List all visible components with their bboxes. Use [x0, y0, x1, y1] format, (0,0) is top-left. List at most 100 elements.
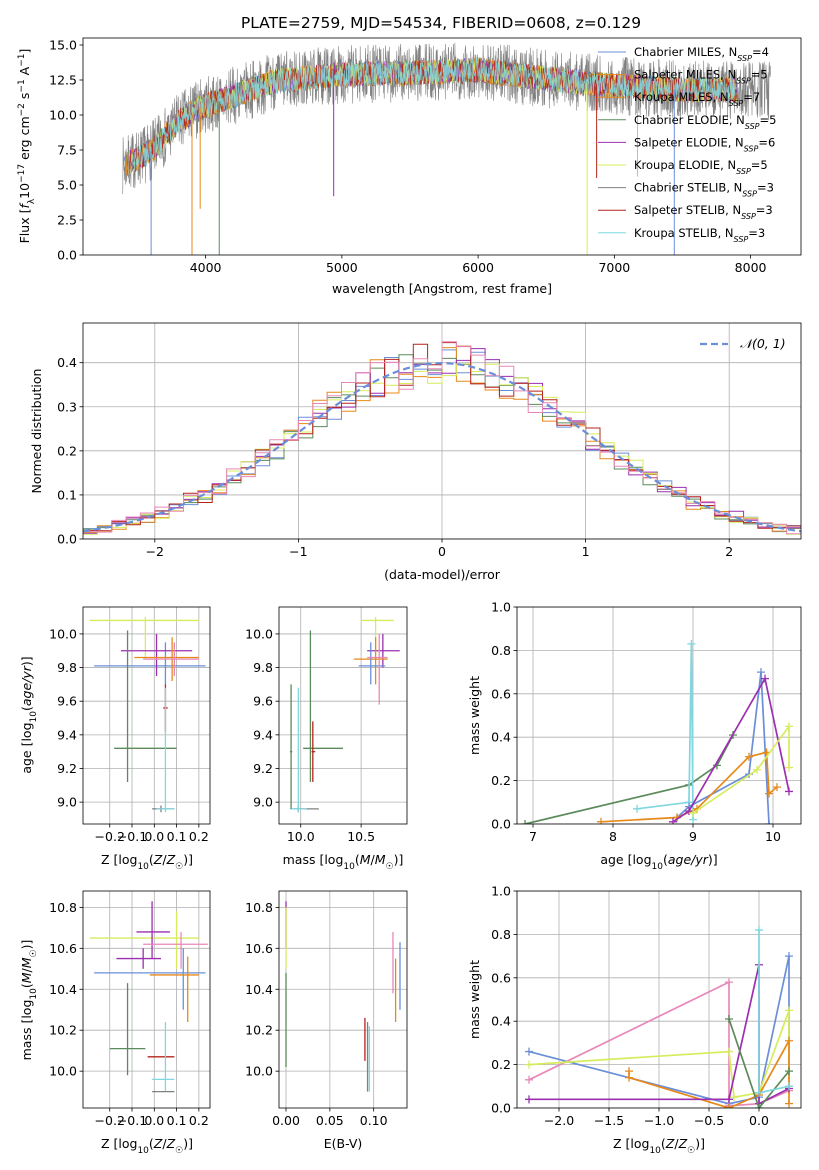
- label-part: )]: [394, 852, 404, 867]
- axes-age_vs_Z: −0.2−0.10.0 0.1 0.2 9.0 9.2 9.4 9.6 9.8 10.0 Z [l…: [19, 606, 211, 872]
- tick-label-y: 7.5: [57, 143, 77, 158]
- label-part: mass [log: [19, 1000, 34, 1061]
- tick-label-y: 10.0: [49, 108, 77, 123]
- tick-label-x: −0.2: [95, 829, 125, 844]
- plot-area: [83, 607, 210, 824]
- tick-label-x: −1: [289, 544, 307, 559]
- label-part: Kroupa STELIB, N: [634, 226, 734, 240]
- weight-marker: [633, 804, 641, 813]
- weight-marker: [765, 820, 773, 824]
- weight-marker: [785, 1006, 793, 1015]
- label-part: age [log: [600, 852, 651, 867]
- label-part: /: [674, 1136, 679, 1151]
- tick-label-x: −1.5: [594, 1113, 624, 1128]
- label-part: f: [17, 203, 32, 209]
- figure-title: PLATE=2759, MJD=54534, FIBERID=0608, z=0…: [241, 14, 641, 32]
- label-part: 10: [29, 988, 39, 1000]
- label-part: 10: [343, 862, 355, 872]
- weight-marker: [755, 1088, 763, 1097]
- tick-label-y: 10.2: [49, 1023, 77, 1038]
- label-part: =5: [751, 68, 768, 82]
- label-part: SSP: [736, 167, 751, 176]
- label-part: =4: [752, 45, 769, 59]
- tick-label-x: −2.0: [544, 1113, 574, 1128]
- label-part: SSP: [729, 99, 744, 108]
- weight-marker: [773, 783, 781, 792]
- tick-label-x: 0.10: [360, 1113, 388, 1128]
- label-part: Kroupa ELODIE, N: [634, 158, 736, 172]
- axes-frame: [278, 606, 408, 825]
- weight-marker: [761, 674, 769, 683]
- tick-label-y: 10.0: [245, 1064, 273, 1079]
- label-part: Z: [153, 852, 163, 867]
- label-part: SSP: [742, 189, 757, 198]
- tick-label-y: 10.0: [49, 626, 77, 641]
- weight-marker: [687, 639, 696, 648]
- label-part: /: [162, 1136, 167, 1151]
- label-part: mass [log: [283, 852, 344, 867]
- label-part: Chabrier ELODIE, N: [634, 113, 745, 127]
- label-part: =5: [760, 113, 777, 127]
- tick-label-y: 0.6: [491, 970, 511, 985]
- tick-label-x: 7: [529, 829, 537, 844]
- label-part: )]: [19, 656, 34, 666]
- label-part: =3: [756, 203, 773, 217]
- histogram-series: [83, 348, 801, 534]
- label-part: λ: [27, 198, 37, 204]
- tick-label-y: 0.2: [491, 773, 511, 788]
- legend-label: Chabrier MILES, NSSP=4: [634, 45, 769, 63]
- label-part: ☉: [687, 1146, 695, 1156]
- tick-label-y: 9.0: [57, 795, 77, 810]
- weight-marker: [725, 1095, 733, 1104]
- tick-label-x: 0.0: [144, 829, 164, 844]
- label-part: Z: [678, 1136, 688, 1151]
- label-part: Z: [665, 1136, 675, 1151]
- tick-label-x: −0.5: [694, 1113, 724, 1128]
- label-part: s: [17, 93, 32, 104]
- tick-label-x: 10.0: [287, 829, 315, 844]
- weight-marker: [725, 1104, 733, 1108]
- weight-marker: [755, 1104, 763, 1108]
- weight-marker: [745, 752, 753, 761]
- plot-area: [122, 42, 772, 255]
- tick-label-x: 10: [765, 829, 781, 844]
- tick-label-y: 0.4: [491, 1014, 511, 1029]
- label-part: ☉: [29, 949, 39, 957]
- tick-label-x: 0.1: [167, 829, 187, 844]
- label-part: ☉: [175, 1146, 183, 1156]
- tick-label-y: 10.0: [49, 1064, 77, 1079]
- axis-label-x: Z [log10(Z/Z☉)]: [613, 1136, 705, 1156]
- tick-label-y: 10.4: [245, 982, 273, 997]
- tick-label-x: −1.0: [644, 1113, 674, 1128]
- label-part: SSP: [736, 76, 751, 85]
- tick-label-y: 0.1: [57, 487, 77, 502]
- tick-label-x: 4000: [190, 260, 222, 275]
- label-part: ☉: [175, 862, 183, 872]
- label-part: SSP: [744, 144, 759, 153]
- label-part: /: [19, 967, 34, 972]
- label-part: 10: [137, 1146, 149, 1156]
- legend-label: Kroupa ELODIE, NSSP=5: [634, 158, 768, 176]
- tick-label-y: 0.4: [491, 730, 511, 745]
- label-part: )]: [183, 852, 193, 867]
- weight-marker: [785, 952, 793, 961]
- weight-marker: [525, 1075, 533, 1084]
- weight-series: [528, 1010, 790, 1099]
- tick-label-x: −0.2: [95, 1113, 125, 1128]
- plot-area: [279, 891, 407, 1108]
- tick-label-y: 9.2: [253, 761, 273, 776]
- label-part: Chabrier MILES, N: [634, 45, 737, 59]
- weight-marker: [725, 978, 733, 987]
- axis-label-y: mass [log10(M/M☉)]: [19, 940, 39, 1061]
- weight-marker: [785, 763, 793, 772]
- label-part: (: [149, 1136, 154, 1151]
- tick-label-y: 10.4: [49, 982, 77, 997]
- label-part: Salpeter ELODIE, N: [634, 135, 744, 149]
- label-part: )]: [19, 940, 34, 950]
- label-part: Z [log: [101, 852, 137, 867]
- axis-label-y: age [log10(age/yr)]: [19, 656, 39, 773]
- weight-series: [672, 676, 790, 823]
- legend-label: Salpeter ELODIE, NSSP=6: [634, 135, 775, 153]
